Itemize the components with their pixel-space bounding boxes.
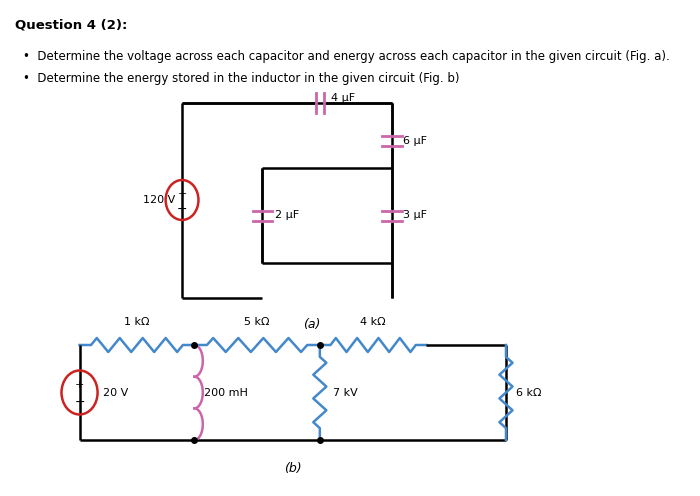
Text: 20 V: 20 V xyxy=(102,387,128,397)
Text: 4 kΩ: 4 kΩ xyxy=(360,317,386,327)
Text: 6 μF: 6 μF xyxy=(403,135,428,145)
Text: 2 μF: 2 μF xyxy=(274,210,299,221)
Text: 1 kΩ: 1 kΩ xyxy=(124,317,150,327)
Text: •  Determine the energy stored in the inductor in the given circuit (Fig. b): • Determine the energy stored in the ind… xyxy=(23,72,459,85)
Text: −: − xyxy=(74,396,85,409)
Text: 200 mH: 200 mH xyxy=(204,387,248,397)
Text: +: + xyxy=(75,380,84,390)
Text: •  Determine the voltage across each capacitor and energy across each capacitor : • Determine the voltage across each capa… xyxy=(23,50,670,63)
Text: −: − xyxy=(177,202,188,215)
Text: Question 4 (2):: Question 4 (2): xyxy=(15,18,127,31)
Text: 5 kΩ: 5 kΩ xyxy=(244,317,270,327)
Text: 3 μF: 3 μF xyxy=(403,210,428,221)
Text: 4 μF: 4 μF xyxy=(331,93,356,103)
Text: 6 kΩ: 6 kΩ xyxy=(516,387,541,397)
Text: 120 V: 120 V xyxy=(144,195,176,205)
Text: (b): (b) xyxy=(284,462,302,475)
Text: (a): (a) xyxy=(303,318,321,331)
Text: +: + xyxy=(177,189,187,199)
Text: 7 kV: 7 kV xyxy=(333,387,358,397)
